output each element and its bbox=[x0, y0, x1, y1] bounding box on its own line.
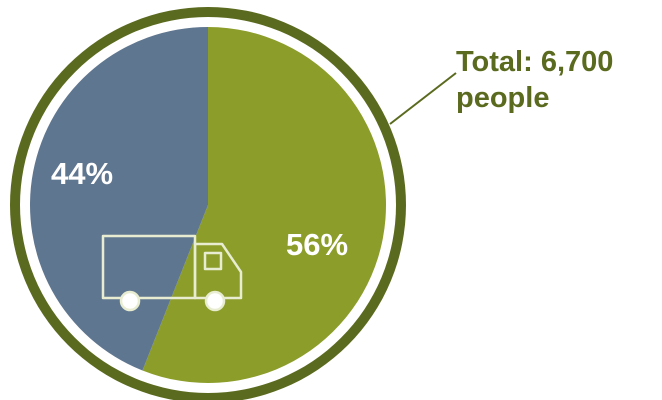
pie-slices bbox=[29, 27, 386, 383]
total-callout-line2: people bbox=[456, 82, 550, 114]
pie-slice-56 bbox=[142, 27, 386, 383]
callout-leader-line bbox=[389, 72, 457, 125]
truck-icon bbox=[101, 234, 243, 312]
slice-label-56: 56% bbox=[286, 227, 348, 262]
total-callout-line1: Total: 6,700 bbox=[456, 46, 614, 78]
slice-label-44: 44% bbox=[51, 156, 113, 191]
pie-slice-44 bbox=[29, 27, 209, 371]
total-callout: Total: 6,700 people bbox=[456, 44, 613, 116]
